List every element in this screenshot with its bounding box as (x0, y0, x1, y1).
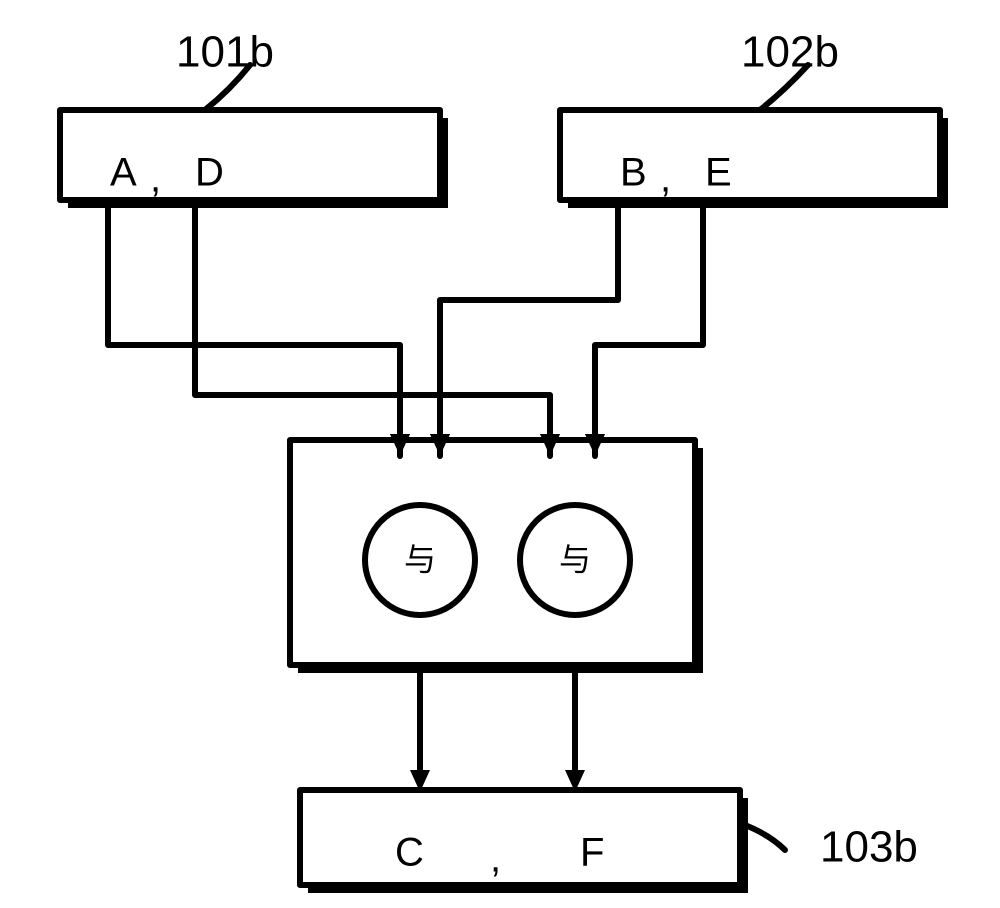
input-D: D (195, 151, 224, 195)
input-box-right (560, 110, 940, 200)
ref-label-101b: 101b (176, 28, 274, 77)
output-F: F (580, 831, 604, 875)
callout-103b (745, 825, 785, 850)
output-comma: , (490, 837, 501, 881)
output-C: C (395, 831, 424, 875)
logic-diagram: A, D B, E 与 与 C, F 101b 102b 103b (0, 0, 1000, 908)
ref-label-102b: 102b (741, 28, 839, 77)
input-E: E (705, 151, 732, 195)
input-B: B (620, 151, 647, 195)
ref-label-103b: 103b (820, 823, 918, 872)
edge-D-g2 (195, 202, 550, 445)
input-right-comma: , (660, 157, 671, 201)
and-gate-2-label: 与 (559, 541, 591, 577)
output-box (300, 790, 740, 885)
input-A: A (110, 151, 137, 195)
edge-A-g1 (108, 202, 400, 445)
input-left-comma: , (150, 157, 161, 201)
and-gate-1-label: 与 (404, 541, 436, 577)
edge-B-g1 (440, 202, 618, 445)
edge-E-g2 (595, 202, 703, 445)
logic-box (290, 440, 695, 665)
